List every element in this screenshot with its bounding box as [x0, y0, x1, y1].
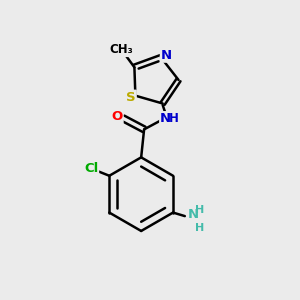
Text: N: N [160, 112, 171, 125]
Text: O: O [111, 110, 123, 123]
Text: CH₃: CH₃ [109, 43, 133, 56]
Text: H: H [195, 223, 204, 233]
Text: H: H [195, 205, 204, 215]
Text: Cl: Cl [84, 162, 98, 175]
Text: N: N [161, 49, 172, 62]
Text: N: N [188, 208, 199, 221]
Text: H: H [169, 112, 178, 125]
Text: S: S [126, 91, 136, 103]
